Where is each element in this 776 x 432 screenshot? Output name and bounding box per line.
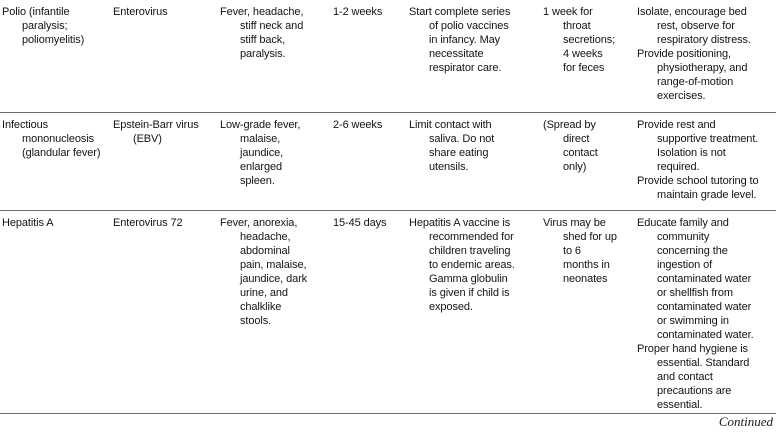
cell-communicability: Virus may be shed for up to 6 months in …	[543, 216, 637, 413]
cell-agent: Enterovirus 72	[113, 216, 220, 413]
cell-prevention: Hepatitis A vaccine is recommended for c…	[409, 216, 543, 413]
cell-paragraph: Low-grade fever, malaise, jaundice, enla…	[220, 119, 301, 187]
cell-paragraph: (Spread by direct contact only)	[543, 119, 598, 173]
cell-paragraph: 2-6 weeks	[333, 119, 383, 131]
table-row: Polio (infantile paralysis; poliomyeliti…	[0, 0, 776, 112]
cell-incubation: 15-45 days	[333, 216, 409, 413]
cell-paragraph: Enterovirus	[113, 6, 168, 18]
cell-paragraph: Enterovirus 72	[113, 217, 183, 229]
cell-prevention: Limit contact with saliva. Do not share …	[409, 118, 543, 210]
cell-paragraph: Proper hand hygiene is essential. Standa…	[637, 343, 750, 411]
cell-paragraph: 1 week for throat secretions; 4 weeks fo…	[543, 6, 616, 74]
cell-incubation: 2-6 weeks	[333, 118, 409, 210]
cell-paragraph: Provide positioning, physiotherapy, and …	[637, 48, 748, 102]
cell-symptoms: Fever, anorexia, headache, abdominal pai…	[220, 216, 333, 413]
table-row: Infectious mononucleosis (glandular feve…	[0, 112, 776, 210]
cell-paragraph: Virus may be shed for up to 6 months in …	[543, 217, 617, 285]
cell-nursing-care: Provide rest and supportive treatment. I…	[637, 118, 776, 210]
cell-paragraph: Polio (infantile paralysis; poliomyeliti…	[2, 6, 85, 46]
cell-agent: Enterovirus	[113, 5, 220, 112]
cell-paragraph: Educate family and community concerning …	[637, 217, 754, 341]
cell-prevention: Start complete series of polio vaccines …	[409, 5, 543, 112]
cell-communicability: (Spread by direct contact only)	[543, 118, 637, 210]
cell-paragraph: Isolate, encourage bed rest, observe for…	[637, 6, 751, 46]
cell-nursing-care: Educate family and community concerning …	[637, 216, 776, 413]
continued-label: Continued	[718, 414, 773, 429]
communicable-diseases-table: Polio (infantile paralysis; poliomyeliti…	[0, 0, 776, 414]
cell-paragraph: Provide rest and supportive treatment. I…	[637, 119, 759, 173]
cell-symptoms: Low-grade fever, malaise, jaundice, enla…	[220, 118, 333, 210]
cell-nursing-care: Isolate, encourage bed rest, observe for…	[637, 5, 776, 112]
cell-paragraph: Fever, anorexia, headache, abdominal pai…	[220, 217, 308, 327]
cell-agent: Epstein-Barr virus (EBV)	[113, 118, 220, 210]
cell-paragraph: 1-2 weeks	[333, 6, 383, 18]
cell-paragraph: Infectious mononucleosis (glandular feve…	[2, 119, 101, 159]
cell-paragraph: Provide school tutoring to maintain grad…	[637, 175, 759, 201]
cell-paragraph: Hepatitis A vaccine is recommended for c…	[409, 217, 515, 313]
cell-communicability: 1 week for throat secretions; 4 weeks fo…	[543, 5, 637, 112]
cell-incubation: 1-2 weeks	[333, 5, 409, 112]
cell-symptoms: Fever, headache, stiff neck and stiff ba…	[220, 5, 333, 112]
cell-disease: Polio (infantile paralysis; poliomyeliti…	[0, 5, 113, 112]
cell-paragraph: Hepatitis A	[2, 217, 54, 229]
cell-paragraph: Start complete series of polio vaccines …	[409, 6, 511, 74]
table-row: Hepatitis A Enterovirus 72 Fever, anorexia…	[0, 210, 776, 413]
table-footer: Continued	[0, 414, 776, 430]
cell-disease: Infectious mononucleosis (glandular feve…	[0, 118, 113, 210]
cell-paragraph: 15-45 days	[333, 217, 387, 229]
cell-paragraph: Fever, headache, stiff neck and stiff ba…	[220, 6, 304, 60]
cell-paragraph: Limit contact with saliva. Do not share …	[409, 119, 495, 173]
cell-paragraph: Epstein-Barr virus (EBV)	[113, 119, 199, 145]
cell-disease: Hepatitis A	[0, 216, 113, 413]
